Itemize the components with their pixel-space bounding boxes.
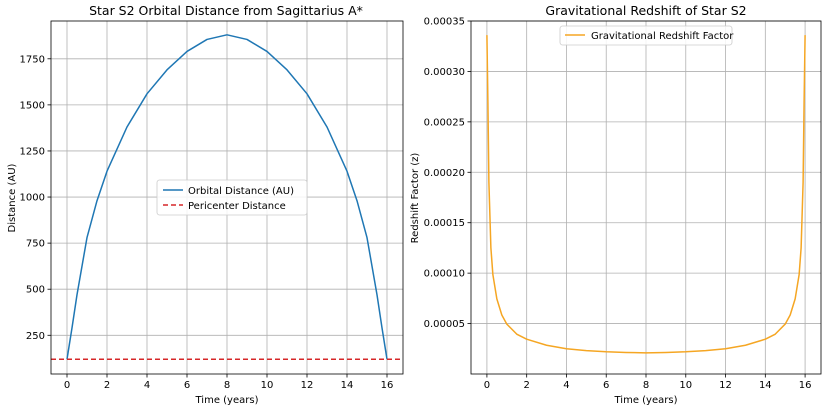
legend-label-orbital-distance: Orbital Distance (AU) xyxy=(188,186,294,197)
distance-chart-y-label: Distance (AU) xyxy=(7,163,18,232)
x-tick-label: 2 xyxy=(523,380,529,391)
distance-chart-series xyxy=(51,34,403,360)
redshift-chart-grid xyxy=(471,20,821,374)
distance-chart: Star S2 Orbital Distance from Sagittariu… xyxy=(7,3,404,406)
x-tick-label: 16 xyxy=(381,380,394,391)
x-tick-label: 4 xyxy=(144,380,150,391)
redshift-chart-y-axis: 0.00005 0.00010 0.00015 0.00020 0.00025 0.000… xyxy=(424,17,471,330)
x-tick-label: 10 xyxy=(261,380,274,391)
x-tick-label: 14 xyxy=(341,380,354,391)
y-tick-label: 750 xyxy=(26,239,45,250)
x-tick-label: 0 xyxy=(484,380,490,391)
y-tick-label: 0.00030 xyxy=(424,67,465,78)
y-tick-label: 1250 xyxy=(20,146,45,157)
redshift-chart: Gravitational Redshift of Star S2 0 2 4 6 8 1… xyxy=(410,3,822,406)
distance-chart-title: Star S2 Orbital Distance from Sagittariu… xyxy=(89,3,363,18)
y-tick-label: 0.00010 xyxy=(424,269,465,280)
legend-label-redshift: Gravitational Redshift Factor xyxy=(591,31,734,42)
x-tick-label: 12 xyxy=(719,380,732,391)
x-tick-label: 0 xyxy=(64,380,70,391)
y-tick-label: 1000 xyxy=(20,193,45,204)
y-tick-label: 250 xyxy=(26,331,45,342)
x-tick-label: 10 xyxy=(679,380,692,391)
x-tick-label: 12 xyxy=(301,380,314,391)
y-tick-label: 0.00020 xyxy=(424,168,465,179)
y-tick-label: 1500 xyxy=(20,100,45,111)
x-tick-label: 14 xyxy=(759,380,772,391)
y-tick-label: 0.00005 xyxy=(424,319,465,330)
x-tick-label: 6 xyxy=(184,380,190,391)
distance-chart-x-label: Time (years) xyxy=(195,395,259,406)
redshift-chart-x-axis: 0 2 4 6 8 10 12 14 16 xyxy=(484,374,812,391)
distance-chart-legend: Orbital Distance (AU) Pericenter Distanc… xyxy=(156,179,308,216)
y-tick-label: 0.00035 xyxy=(424,17,465,28)
series-line-orbital-distance-au xyxy=(66,34,388,360)
legend-label-pericenter: Pericenter Distance xyxy=(188,201,286,212)
redshift-chart-x-label: Time (years) xyxy=(614,395,678,406)
y-tick-label: 0.00025 xyxy=(424,117,465,128)
x-tick-label: 6 xyxy=(603,380,609,391)
y-tick-label: 0.00015 xyxy=(424,218,465,229)
y-tick-label: 1750 xyxy=(20,54,45,65)
y-tick-label: 500 xyxy=(26,285,45,296)
redshift-chart-series xyxy=(486,35,806,354)
distance-chart-y-axis: 250 500 750 1000 1250 1500 1750 xyxy=(20,54,51,342)
redshift-chart-legend: Gravitational Redshift Factor xyxy=(559,25,734,46)
distance-chart-x-axis: 0 2 4 6 8 10 12 14 16 xyxy=(64,374,394,391)
x-tick-label: 16 xyxy=(799,380,812,391)
series-line-gravitational-redshift-factor xyxy=(486,35,806,354)
redshift-chart-title: Gravitational Redshift of Star S2 xyxy=(545,3,746,18)
x-tick-label: 8 xyxy=(224,380,230,391)
redshift-chart-y-label: Redshift Factor (z) xyxy=(410,153,421,244)
x-tick-label: 2 xyxy=(104,380,110,391)
x-tick-label: 4 xyxy=(563,380,569,391)
x-tick-label: 8 xyxy=(643,380,649,391)
